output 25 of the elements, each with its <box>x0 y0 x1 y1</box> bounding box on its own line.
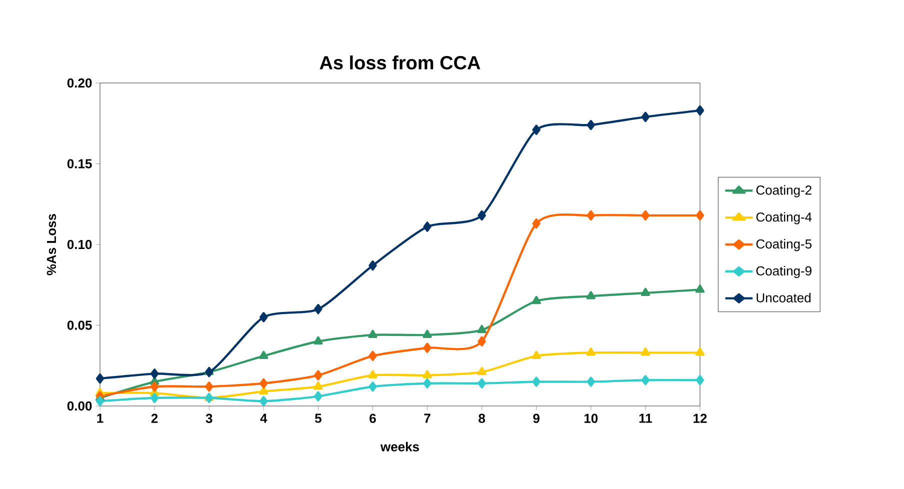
legend-label: Coating-5 <box>756 239 812 252</box>
y-tick-label: 0.15 <box>67 159 92 168</box>
x-tick-label: 12 <box>694 414 707 423</box>
x-tick-label: 7 <box>424 414 430 423</box>
y-tick-label: 0.10 <box>67 240 92 250</box>
x-tick-label: 1 <box>97 414 104 423</box>
chart-title: As loss from CCA <box>320 56 480 70</box>
x-tick-label: 8 <box>478 414 486 423</box>
x-tick-label: 6 <box>370 414 376 423</box>
x-tick-label: 11 <box>639 414 652 423</box>
x-tick-label: 2 <box>151 414 158 423</box>
y-tick-label: 0.00 <box>67 401 92 411</box>
legend-label: Coating-2 <box>756 185 812 198</box>
x-tick-label: 9 <box>533 414 540 423</box>
x-tick-label: 5 <box>314 414 322 423</box>
x-tick-label: 3 <box>206 414 212 424</box>
legend-label: Uncoated <box>756 292 811 302</box>
y-tick-label: 0.05 <box>67 320 92 330</box>
legend-label: Coating-4 <box>756 212 812 224</box>
y-tick-label: 0.20 <box>67 78 92 88</box>
x-tick-label: 4 <box>260 414 268 423</box>
legend-label: Coating-9 <box>756 266 812 278</box>
x-tick-label: 10 <box>584 414 598 423</box>
x-axis-title: weeks <box>380 442 419 452</box>
y-axis-title: %As Loss <box>46 214 56 276</box>
